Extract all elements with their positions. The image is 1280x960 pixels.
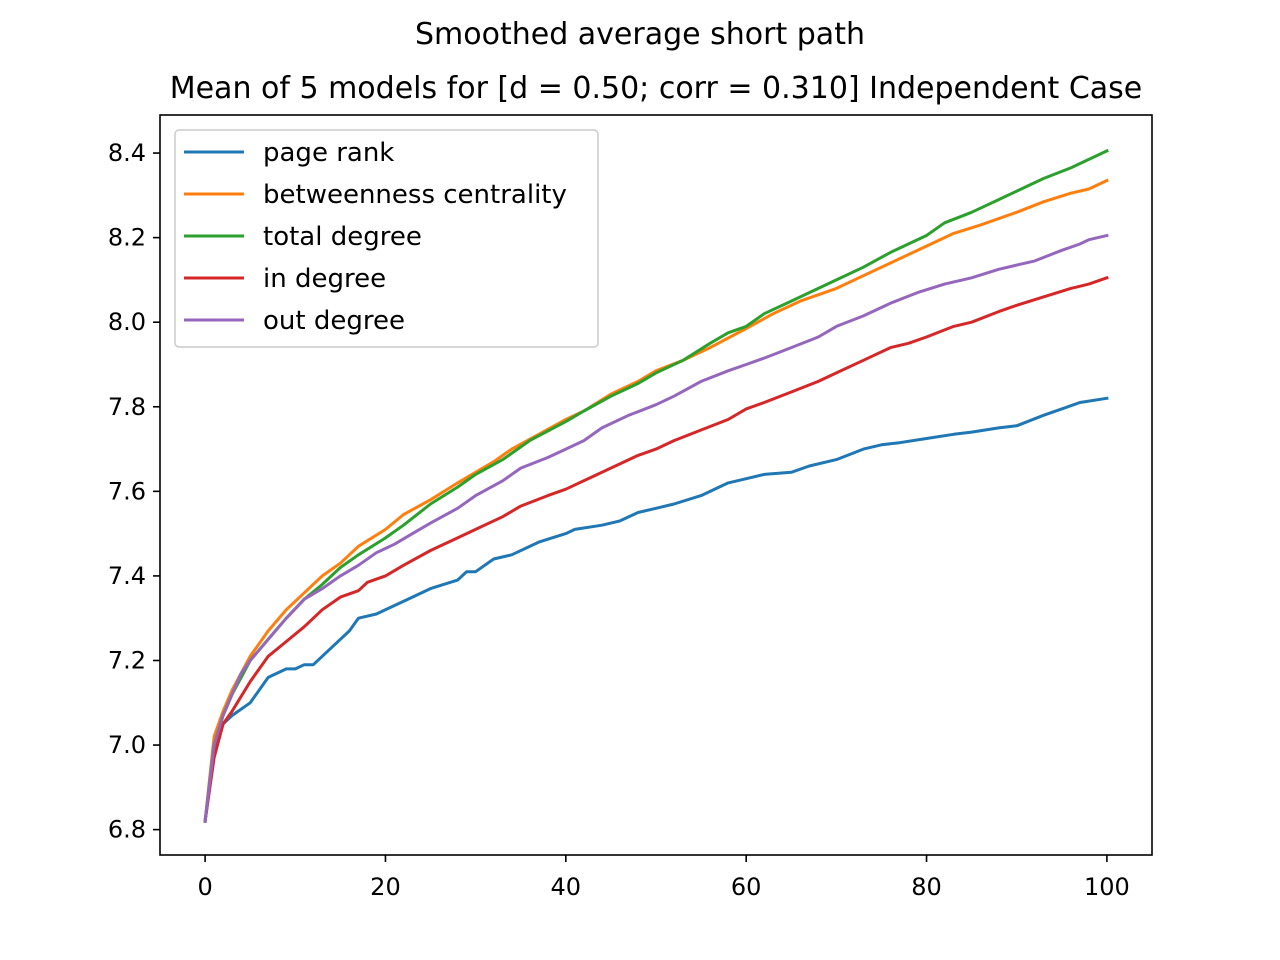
axes-frame <box>159 114 1153 856</box>
y-tick-label: 7.6 <box>108 477 146 505</box>
series-line-4 <box>203 233 1109 823</box>
legend-label-1: betweenness centrality <box>263 180 567 210</box>
legend-label-0: page rank <box>263 138 394 168</box>
x-axis: 0 20 40 60 80 100 <box>197 855 1130 901</box>
legend-label-3: in degree <box>263 264 386 294</box>
series-line-3 <box>203 275 1109 823</box>
legend-label-4: out degree <box>263 306 405 336</box>
series-line-0 <box>203 396 1109 823</box>
y-axis: 6.8 7.0 7.2 7.4 7.6 7.8 8.0 8.2 8.4 <box>108 139 160 844</box>
x-tick-label: 40 <box>551 873 582 901</box>
x-tick-label: 80 <box>911 873 942 901</box>
x-tick-label: 0 <box>197 873 212 901</box>
y-tick-label: 7.4 <box>108 562 146 590</box>
legend-box <box>174 129 599 348</box>
legend: page rank betweenness centrality total deg… <box>174 129 599 348</box>
x-tick-label: 20 <box>370 873 401 901</box>
x-tick-label: 60 <box>731 873 762 901</box>
plot-area <box>203 148 1109 823</box>
legend-label-2: total degree <box>263 222 422 252</box>
y-tick-label: 7.8 <box>108 393 146 421</box>
chart-suptitle: Smoothed average short path <box>415 17 865 52</box>
y-tick-label: 6.8 <box>108 816 146 844</box>
chart-title: Mean of 5 models for [d = 0.50; corr = 0… <box>170 71 1143 106</box>
y-tick-label: 8.4 <box>108 139 146 167</box>
y-tick-label: 7.2 <box>108 646 146 674</box>
y-tick-label: 7.0 <box>108 731 146 759</box>
y-tick-label: 8.2 <box>108 224 146 252</box>
y-tick-label: 8.0 <box>108 308 146 336</box>
x-tick-label: 100 <box>1084 873 1130 901</box>
